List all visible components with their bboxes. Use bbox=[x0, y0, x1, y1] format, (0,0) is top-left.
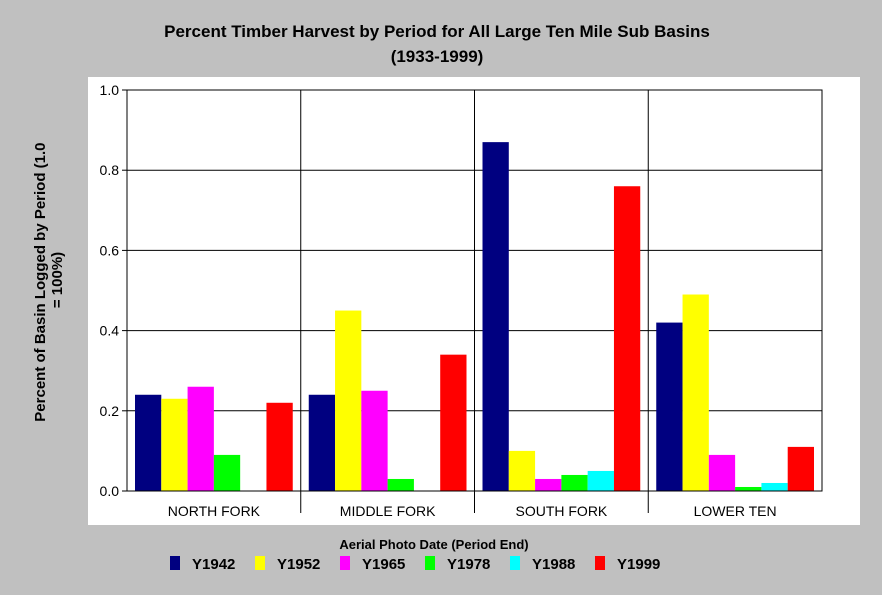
bar-y1999-south-fork bbox=[613, 186, 641, 492]
chart-title: Percent Timber Harvest by Period for All… bbox=[164, 22, 710, 41]
y-axis-label-line-1: Percent of Basin Logged by Period (1.0 bbox=[32, 142, 49, 421]
y-axis-label: Percent of Basin Logged by Period (1.0 =… bbox=[32, 138, 66, 421]
y-tick-label: 0.0 bbox=[100, 483, 120, 499]
y-tick-label: 0.8 bbox=[100, 162, 120, 178]
bar-y1978-north-fork bbox=[213, 454, 241, 491]
legend-label-y1942: Y1942 bbox=[192, 556, 235, 573]
bar-y1965-north-fork bbox=[187, 386, 214, 491]
bar-y1952-lower-ten bbox=[682, 294, 709, 491]
bar-y1988-lower-ten bbox=[761, 482, 788, 491]
y-tick-label: 1.0 bbox=[100, 82, 120, 98]
bar-y1978-lower-ten bbox=[735, 486, 762, 491]
x-category-label: MIDDLE FORK bbox=[340, 503, 436, 519]
y-tick-label: 0.6 bbox=[100, 242, 120, 258]
bar-y1988-south-fork bbox=[587, 470, 614, 491]
bar-y1978-south-fork bbox=[561, 474, 588, 491]
legend-label-y1999: Y1999 bbox=[617, 556, 660, 573]
legend-label-y1952: Y1952 bbox=[277, 556, 320, 573]
bar-y1952-middle-fork bbox=[335, 310, 362, 491]
legend-swatch-y1965 bbox=[340, 556, 350, 570]
bar-y1942-north-fork bbox=[135, 394, 162, 491]
bar-y1942-middle-fork bbox=[308, 394, 336, 491]
legend-label-y1988: Y1988 bbox=[532, 556, 575, 573]
y-axis-label-line-2: = 100%) bbox=[49, 252, 66, 308]
bar-y1942-lower-ten bbox=[656, 322, 683, 491]
bar-y1952-north-fork bbox=[161, 398, 188, 491]
legend-swatch-y1988 bbox=[510, 556, 520, 570]
y-tick-label: 0.4 bbox=[100, 323, 120, 339]
x-category-label: SOUTH FORK bbox=[515, 503, 607, 519]
bars-layer bbox=[135, 142, 814, 492]
axis-layer: 0.0 0.2 0.4 0.6 0.8 1.0 NORTH FORK MIDDLE FORK S… bbox=[100, 82, 823, 519]
x-category-label: NORTH FORK bbox=[168, 503, 261, 519]
plot-frame bbox=[126, 89, 823, 492]
legend-label-y1965: Y1965 bbox=[362, 556, 405, 573]
bar-y1942-south-fork bbox=[482, 142, 509, 491]
bar-y1999-middle-fork bbox=[440, 354, 467, 491]
bar-y1999-lower-ten bbox=[787, 446, 814, 491]
legend-label-y1978: Y1978 bbox=[447, 556, 490, 573]
legend-swatch-y1942 bbox=[170, 556, 180, 570]
legend-swatch-y1978 bbox=[425, 556, 435, 570]
bar-y1952-south-fork bbox=[508, 450, 536, 491]
legend: Y1942 Y1952 Y1965 Y1978 Y1988 Y1999 bbox=[170, 556, 660, 573]
x-category-label: LOWER TEN bbox=[694, 503, 777, 519]
bar-y1965-middle-fork bbox=[361, 390, 388, 491]
x-axis-label: Aerial Photo Date (Period End) bbox=[339, 537, 528, 552]
bar-y1965-south-fork bbox=[535, 478, 562, 491]
bar-y1999-north-fork bbox=[266, 402, 293, 491]
legend-swatch-y1952 bbox=[255, 556, 265, 570]
y-tick-label: 0.2 bbox=[100, 403, 120, 419]
bar-y1978-middle-fork bbox=[387, 478, 414, 491]
legend-swatch-y1999 bbox=[595, 556, 605, 570]
bar-y1965-lower-ten bbox=[708, 454, 736, 491]
chart-subtitle: (1933-1999) bbox=[391, 47, 484, 66]
